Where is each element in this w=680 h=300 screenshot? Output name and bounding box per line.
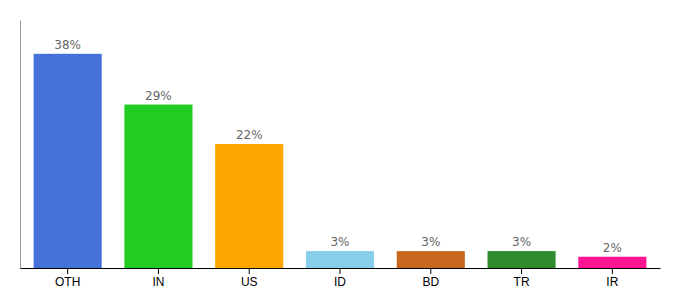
x-tick-mark [521,268,522,274]
bars [34,54,647,268]
x-tick-label: ID [334,275,346,289]
x-tick-label: IR [606,275,618,289]
x-tick-label: IN [152,275,164,289]
data-label: 38% [54,38,81,52]
x-tick-mark [612,268,613,274]
x-tick: TR [514,268,530,289]
bar [215,144,283,268]
bar [306,251,374,268]
x-tick: OTH [55,268,80,289]
x-tick-mark [158,268,159,274]
data-labels: 38% 29% 22% 3% 3% 3% 2% [54,38,622,255]
data-label: 22% [236,128,263,142]
data-label: 3% [512,235,531,249]
x-tick-mark [249,268,250,274]
bar [124,105,192,268]
x-tick-label: TR [514,275,530,289]
x-tick: ID [334,268,346,289]
bar [488,251,556,268]
x-tick: BD [422,268,439,289]
x-tick: IR [606,268,618,289]
x-tick-mark [430,268,431,274]
x-tick-mark [67,268,68,274]
x-axis: OTH IN US ID BD TR IR [21,268,661,289]
x-tick-label: BD [422,275,439,289]
data-label: 3% [421,235,440,249]
plot: OTH IN US ID BD TR IR 38% 29% 22% 3% 3% 3% 2% [21,21,661,289]
bar [34,54,102,268]
x-tick-mark [340,268,341,274]
data-label: 29% [145,89,172,103]
x-tick-label: OTH [55,275,80,289]
data-label: 3% [330,235,349,249]
bar [578,257,646,268]
bar [397,251,465,268]
y-axis [20,21,21,269]
x-tick: IN [152,268,164,289]
data-label: 2% [603,241,622,255]
chart: OTH IN US ID BD TR IR 38% 29% 22% 3% 3% 3% 2% [0,0,680,300]
y-axis-line [20,21,21,269]
x-tick: US [241,268,258,289]
x-tick-label: US [241,275,258,289]
